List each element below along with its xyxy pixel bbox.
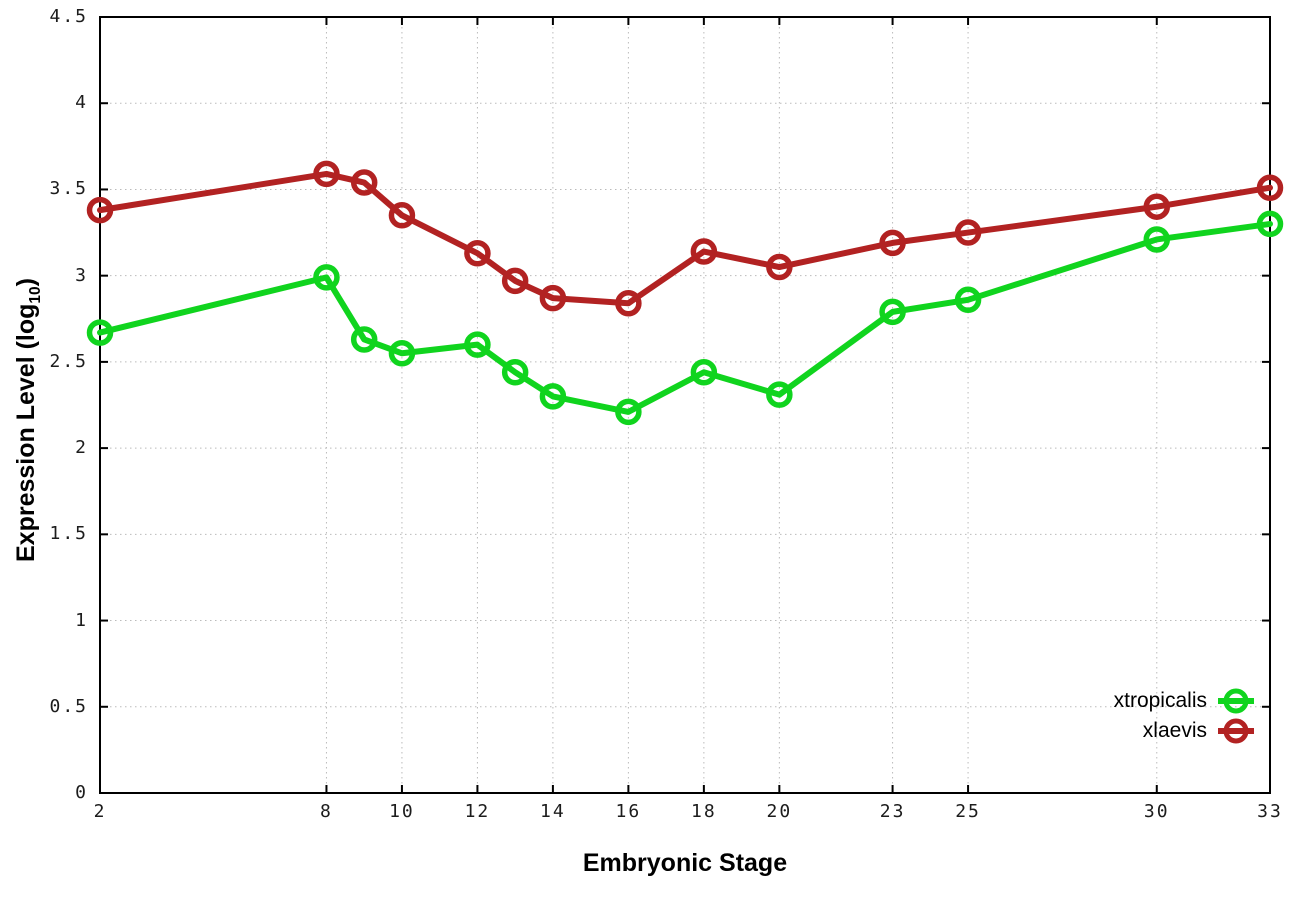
- series-xtropicalis-line: [97, 220, 1273, 415]
- data-point-xlaevis-stage-8: [313, 160, 340, 188]
- data-point-xtropicalis-stage-25: [954, 286, 982, 314]
- data-point-xlaevis-stage-20: [766, 253, 793, 281]
- x-tick-label-12: 12: [464, 801, 491, 822]
- y-tick-label-0: 0: [75, 782, 88, 803]
- y-axis-title: Expression Level (log10): [12, 278, 45, 562]
- data-point-xtropicalis-stage-14: [539, 383, 567, 410]
- data-point-xtropicalis-stage-18: [690, 358, 718, 386]
- plot-border: [99, 16, 1271, 794]
- series-xlaevis: [86, 160, 1284, 317]
- legend-label-xlaevis: xlaevis: [1142, 719, 1207, 742]
- legend-entry-xlaevis: xlaevis: [1143, 718, 1256, 744]
- x-tick-label-10: 10: [389, 801, 415, 822]
- data-point-xlaevis-stage-30: [1143, 193, 1171, 220]
- data-point-xtropicalis-stage-12: [464, 331, 491, 358]
- x-tick-label-25: 25: [955, 801, 981, 822]
- data-point-xlaevis-stage-23: [879, 229, 906, 257]
- data-point-xlaevis-stage-18: [690, 238, 718, 265]
- y-tick-label-3.5: 3.5: [49, 178, 88, 200]
- y-tick-label-4: 4: [75, 92, 88, 114]
- series-xtropicalis: [86, 210, 1284, 426]
- data-point-xtropicalis-stage-23: [879, 298, 906, 326]
- legend-marker-xlaevis: [1218, 718, 1254, 744]
- y-tick-label-4.5: 4.5: [49, 6, 88, 27]
- y-tick-label-1.5: 1.5: [49, 523, 88, 545]
- x-tick-label-33: 33: [1257, 801, 1283, 822]
- x-tick-label-18: 18: [691, 801, 717, 822]
- data-point-xtropicalis-stage-33: [1256, 210, 1284, 238]
- data-point-xtropicalis-stage-20: [766, 381, 793, 408]
- data-point-xlaevis-stage-14: [539, 284, 567, 312]
- x-tick-label-30: 30: [1143, 801, 1170, 822]
- data-point-xlaevis-stage-9: [350, 169, 378, 196]
- x-tick-label-14: 14: [540, 801, 566, 822]
- x-tick-label-8: 8: [320, 801, 333, 822]
- y-tick-label-2.5: 2.5: [49, 350, 88, 372]
- data-point-xtropicalis-stage-8: [313, 264, 340, 291]
- y-tick-label-3: 3: [75, 264, 88, 286]
- x-tick-label-23: 23: [879, 801, 906, 822]
- legend-entry-xtropicalis: xtropicalis: [1114, 688, 1256, 714]
- data-point-xtropicalis-stage-2: [86, 319, 114, 346]
- data-point-xlaevis-stage-2: [86, 196, 114, 224]
- data-point-xlaevis-stage-16: [615, 290, 642, 317]
- data-point-xlaevis-stage-13: [501, 267, 529, 295]
- data-point-xlaevis-stage-33: [1256, 174, 1284, 201]
- legend-marker-xtropicalis: [1218, 688, 1254, 714]
- data-point-xlaevis-stage-10: [388, 202, 416, 229]
- data-point-xlaevis-stage-25: [954, 219, 982, 246]
- data-point-xtropicalis-stage-16: [615, 398, 642, 426]
- y-tick-label-0.5: 0.5: [49, 695, 88, 717]
- x-tick-label-16: 16: [615, 801, 642, 822]
- data-point-xtropicalis-stage-13: [501, 358, 529, 386]
- legend-label-xtropicalis: xtropicalis: [1113, 689, 1207, 712]
- x-axis-title: Embryonic Stage: [582, 849, 788, 877]
- data-point-xtropicalis-stage-30: [1143, 226, 1171, 253]
- x-tick-label-20: 20: [766, 801, 793, 822]
- data-point-xlaevis-stage-12: [464, 239, 491, 267]
- y-tick-label-1: 1: [75, 609, 88, 631]
- series-xlaevis-line: [97, 170, 1273, 307]
- grid-lines: [100, 17, 1270, 793]
- data-point-xtropicalis-stage-10: [388, 340, 416, 367]
- y-axis-title-subscript: 10: [27, 286, 44, 304]
- y-tick-label-2: 2: [75, 437, 88, 459]
- data-point-xtropicalis-stage-9: [350, 326, 378, 353]
- tick-marks: [99, 16, 1271, 794]
- x-tick-label-2: 2: [93, 801, 107, 822]
